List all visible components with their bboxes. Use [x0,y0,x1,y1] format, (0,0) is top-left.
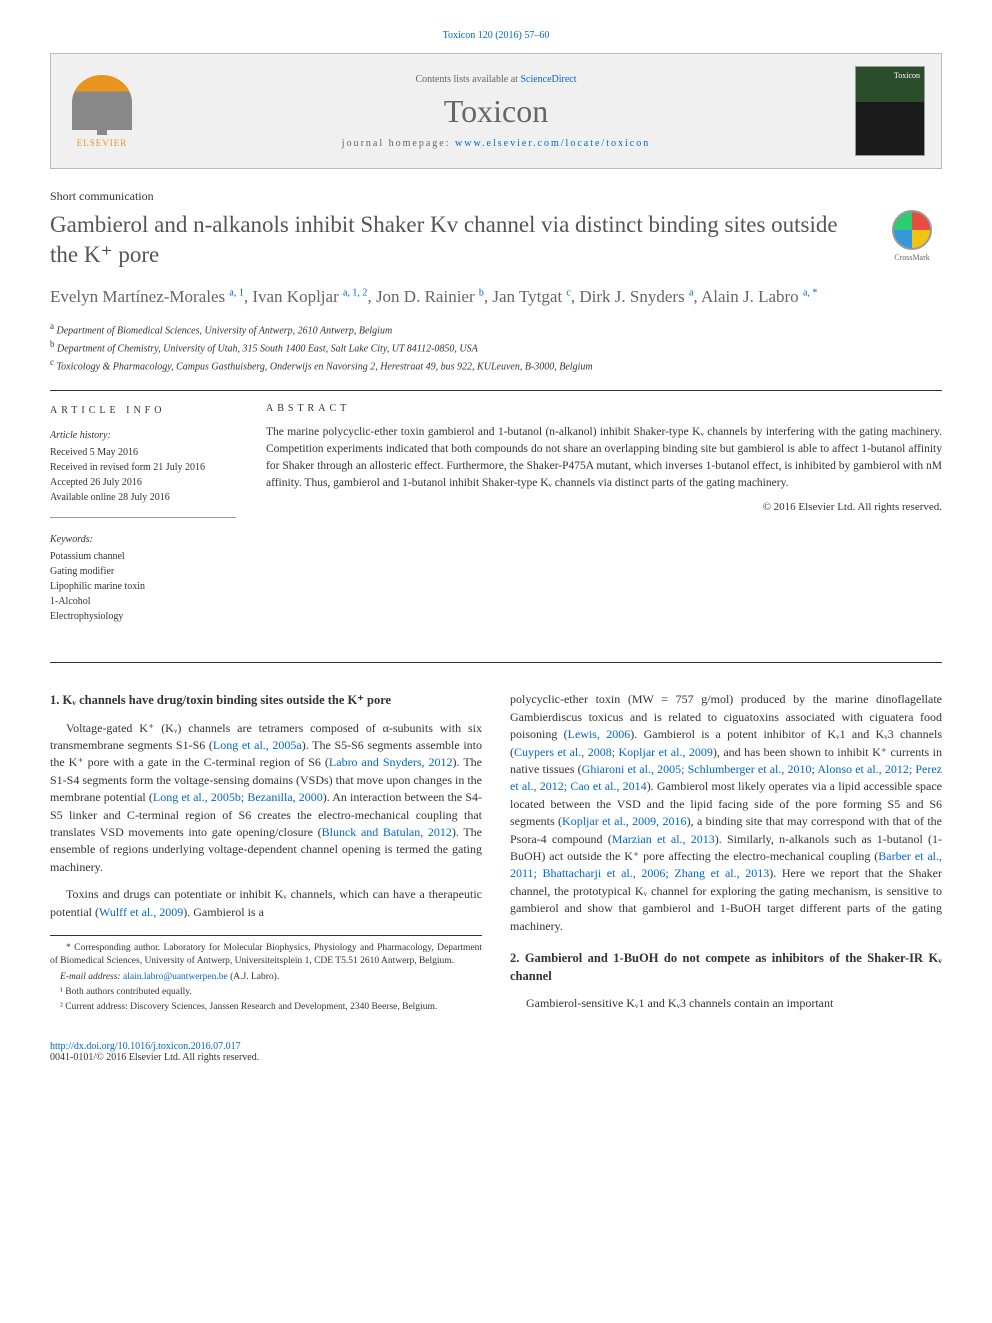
section2-heading: 2. Gambierol and 1-BuOH do not compete a… [510,949,942,985]
affiliation-c: c Toxicology & Pharmacology, Campus Gast… [50,356,942,374]
article-history: Article history: Received 5 May 2016 Rec… [50,428,236,518]
history-received: Received 5 May 2016 [50,445,236,460]
affiliations: a Department of Biomedical Sciences, Uni… [50,320,942,375]
history-online: Available online 28 July 2016 [50,490,236,505]
keyword-item: 1-Alcohol [50,594,236,609]
column-left: 1. Kᵥ channels have drug/toxin binding s… [50,691,482,1022]
section1-p2-cont: polycyclic-ether toxin (MW = 757 g/mol) … [510,691,942,934]
info-heading: ARTICLE INFO [50,403,236,418]
sciencedirect-link[interactable]: ScienceDirect [520,74,576,85]
history-revised: Received in revised form 21 July 2016 [50,460,236,475]
footnote-corresponding: * Corresponding author. Laboratory for M… [50,942,482,969]
footnote-email: E-mail address: alain.labro@uantwerpen.b… [50,971,482,984]
footnote-1: ¹ Both authors contributed equally. [50,986,482,999]
section1-p1: Voltage-gated K⁺ (Kᵥ) channels are tetra… [50,720,482,877]
abstract-heading: ABSTRACT [266,403,942,414]
elsevier-logo: ELSEVIER [67,71,137,151]
authors: Evelyn Martínez-Morales a, 1, Ivan Koplj… [50,284,942,310]
homepage-link[interactable]: www.elsevier.com/locate/toxicon [455,138,650,149]
article-title: Gambierol and n-alkanols inhibit Shaker … [50,210,882,270]
issn-copyright: 0041-0101/© 2016 Elsevier Ltd. All right… [50,1052,942,1063]
doi-link[interactable]: http://dx.doi.org/10.1016/j.toxicon.2016… [50,1041,942,1052]
keyword-item: Potassium channel [50,549,236,564]
crossmark-label: CrossMark [894,253,930,262]
abstract-text: The marine polycyclic-ether toxin gambie… [266,424,942,491]
affiliation-b: b Department of Chemistry, University of… [50,338,942,356]
page-footer: http://dx.doi.org/10.1016/j.toxicon.2016… [50,1041,942,1063]
top-reference: Toxicon 120 (2016) 57–60 [50,30,942,41]
crossmark-badge[interactable]: CrossMark [882,210,942,270]
homepage-label: journal homepage: [342,138,455,149]
footnotes: * Corresponding author. Laboratory for M… [50,935,482,1014]
abstract: ABSTRACT The marine polycyclic-ether tox… [250,391,942,662]
article-info: ARTICLE INFO Article history: Received 5… [50,391,250,662]
contents-label: Contents lists available at [415,74,520,85]
affiliation-a: a Department of Biomedical Sciences, Uni… [50,320,942,338]
abstract-copyright: © 2016 Elsevier Ltd. All rights reserved… [266,501,942,513]
publisher-label: ELSEVIER [77,138,128,148]
elsevier-tree-icon [72,75,132,130]
column-right: polycyclic-ether toxin (MW = 757 g/mol) … [510,691,942,1022]
section1-heading: 1. Kᵥ channels have drug/toxin binding s… [50,691,482,709]
history-accepted: Accepted 26 July 2016 [50,475,236,490]
journal-name: Toxicon [137,93,855,130]
history-label: Article history: [50,428,236,443]
homepage-line: journal homepage: www.elsevier.com/locat… [137,138,855,149]
keyword-item: Electrophysiology [50,609,236,624]
section2-p1: Gambierol-sensitive Kᵥ1 and Kᵥ3 channels… [510,995,942,1012]
keywords-label: Keywords: [50,532,236,547]
article-type: Short communication [50,189,942,204]
keywords-block: Keywords: Potassium channelGating modifi… [50,532,236,636]
crossmark-icon [892,210,932,250]
cover-thumbnail [855,66,925,156]
journal-header: ELSEVIER Contents lists available at Sci… [50,53,942,169]
keyword-item: Lipophilic marine toxin [50,579,236,594]
contents-line: Contents lists available at ScienceDirec… [137,74,855,85]
keyword-item: Gating modifier [50,564,236,579]
section1-p2: Toxins and drugs can potentiate or inhib… [50,886,482,921]
email-link[interactable]: alain.labro@uantwerpen.be [123,972,228,982]
footnote-2: ² Current address: Discovery Sciences, J… [50,1001,482,1014]
